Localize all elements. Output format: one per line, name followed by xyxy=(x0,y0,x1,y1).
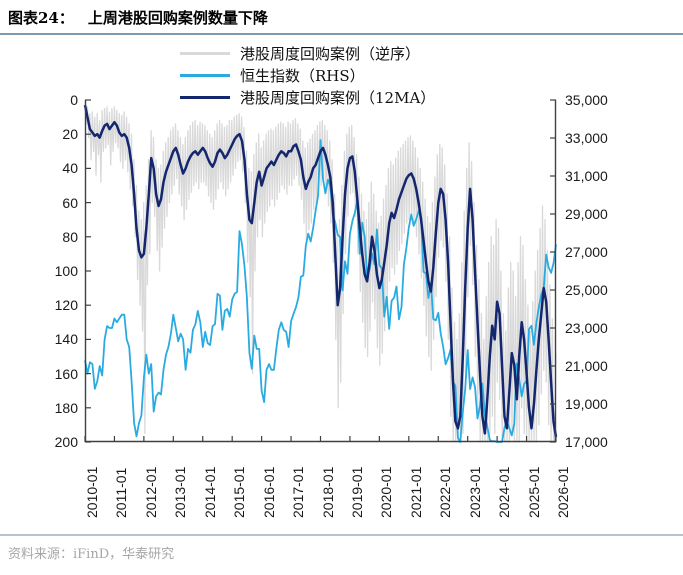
chart-legend: 港股周度回购案例（逆序） 恒生指数（RHS） 港股周度回购案例（12MA） xyxy=(180,42,435,108)
legend-item: 港股周度回购案例（逆序） xyxy=(180,42,435,64)
x-axis-tick-label: 2011-01 xyxy=(113,467,130,518)
right-axis-tick-label: 27,000 xyxy=(565,244,608,260)
legend-line-swatch xyxy=(180,95,230,99)
figure-number: 图表24： xyxy=(8,9,74,27)
top-divider xyxy=(0,33,683,35)
x-axis-tick-label: 2020-01 xyxy=(378,466,395,518)
x-axis-tick-label: 2010-01 xyxy=(84,466,100,518)
left-axis-tick-label: 20 xyxy=(62,126,78,143)
left-axis-tick-label: 100 xyxy=(54,263,78,279)
legend-label: 港股周度回购案例（逆序） xyxy=(240,44,421,63)
right-axis-tick-label: 23,000 xyxy=(565,320,608,336)
left-axis-tick-label: 120 xyxy=(54,297,78,314)
right-axis-tick-label: 17,000 xyxy=(565,434,608,450)
x-axis-tick-label: 2024-01 xyxy=(496,466,513,518)
left-axis-tick-label: 160 xyxy=(54,365,78,382)
chart-canvas xyxy=(83,99,558,443)
legend-item: 恒生指数（RHS） xyxy=(180,64,435,86)
x-axis-tick-label: 2018-01 xyxy=(319,466,336,518)
series-hsi xyxy=(84,139,557,443)
left-axis-tick-label: 60 xyxy=(62,194,78,211)
figure-title: 图表24： 上周港股回购案例数量下降 xyxy=(8,7,268,28)
source-note: 资料来源：iFinD，华泰研究 xyxy=(8,547,175,562)
x-axis-tick-label: 2025-01 xyxy=(525,466,542,518)
left-axis-tick-label: 40 xyxy=(62,160,78,177)
left-axis-tick-label: 140 xyxy=(54,331,78,348)
legend-label: 恒生指数（RHS） xyxy=(240,66,365,85)
x-axis-tick-label: 2015-01 xyxy=(231,466,248,518)
legend-label: 港股周度回购案例（12MA） xyxy=(240,88,436,107)
legend-line-swatch xyxy=(180,51,230,55)
x-axis-tick-label: 2023-01 xyxy=(466,466,483,518)
x-axis-tick-label: 2013-01 xyxy=(172,466,189,518)
right-axis-tick-label: 31,000 xyxy=(565,168,608,184)
x-axis-tick-label: 2012-01 xyxy=(142,466,159,518)
left-axis-tick-label: 0 xyxy=(70,92,78,108)
x-axis-tick-label: 2016-01 xyxy=(260,466,277,518)
bottom-divider xyxy=(0,534,683,536)
x-axis-tick-label: 2014-01 xyxy=(201,466,218,518)
figure-title-text: 上周港股回购案例数量下降 xyxy=(87,9,268,27)
left-axis-tick-label: 80 xyxy=(62,228,78,245)
right-axis-tick-label: 25,000 xyxy=(565,282,608,298)
series-ma12 xyxy=(83,104,558,438)
right-axis-tick-label: 35,000 xyxy=(565,92,608,108)
x-axis-tick-label: 2019-01 xyxy=(348,466,365,518)
left-axis-tick-label: 200 xyxy=(54,434,78,450)
right-axis-tick-label: 29,000 xyxy=(565,206,608,222)
legend-item: 港股周度回购案例（12MA） xyxy=(180,86,435,108)
left-axis-tick-label: 180 xyxy=(54,399,78,416)
x-axis-tick-label: 2017-01 xyxy=(290,466,307,518)
right-axis-tick-label: 21,000 xyxy=(565,358,608,374)
x-axis-tick-label: 2022-01 xyxy=(437,466,454,518)
x-axis-tick-label: 2026-01 xyxy=(555,466,571,518)
right-axis-tick-label: 19,000 xyxy=(565,396,608,412)
x-axis-tick-label: 2021-01 xyxy=(407,466,424,518)
legend-line-swatch xyxy=(180,73,230,77)
right-axis-tick-label: 33,000 xyxy=(565,130,608,146)
